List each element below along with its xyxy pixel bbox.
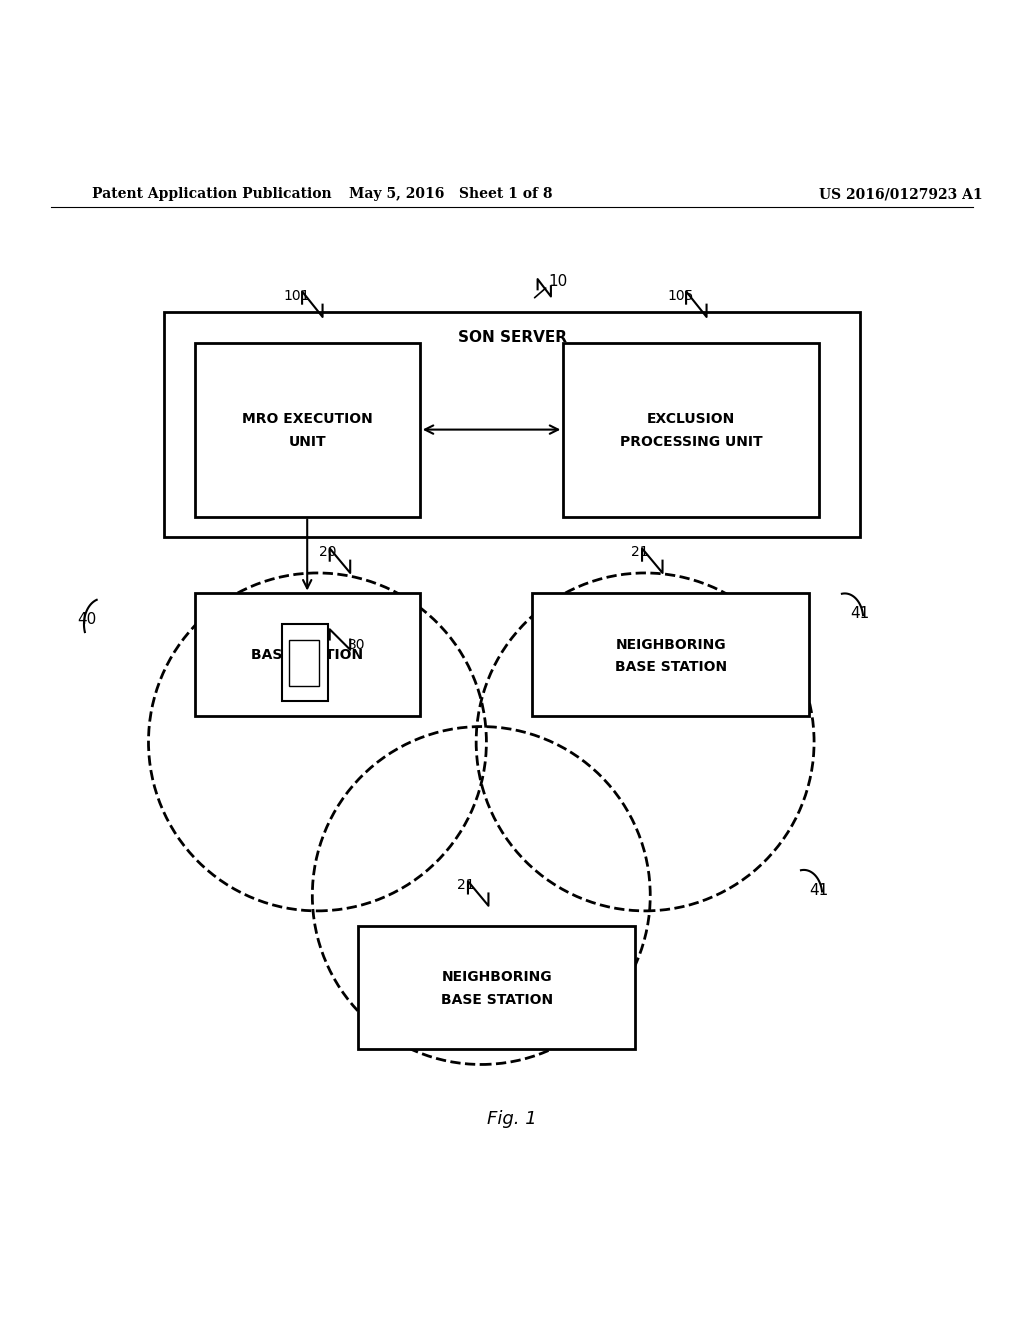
- Text: US 2016/0127923 A1: US 2016/0127923 A1: [819, 187, 983, 201]
- Text: BASE STATION: BASE STATION: [614, 660, 727, 675]
- FancyBboxPatch shape: [532, 594, 809, 717]
- Text: 21: 21: [631, 545, 649, 560]
- Text: Patent Application Publication: Patent Application Publication: [92, 187, 332, 201]
- FancyBboxPatch shape: [195, 343, 420, 516]
- Text: MRO EXECUTION: MRO EXECUTION: [242, 412, 373, 426]
- Text: 30: 30: [348, 638, 366, 652]
- Text: 40: 40: [78, 611, 96, 627]
- FancyBboxPatch shape: [164, 312, 860, 537]
- FancyBboxPatch shape: [289, 639, 319, 685]
- Text: UNIT: UNIT: [289, 434, 326, 449]
- Text: 101: 101: [284, 289, 310, 304]
- Text: NEIGHBORING: NEIGHBORING: [441, 970, 552, 985]
- Text: PROCESSING UNIT: PROCESSING UNIT: [620, 434, 763, 449]
- Text: SON SERVER: SON SERVER: [458, 330, 566, 346]
- Text: BASE STATION: BASE STATION: [440, 993, 553, 1007]
- FancyBboxPatch shape: [282, 624, 328, 701]
- FancyBboxPatch shape: [563, 343, 819, 516]
- Text: Fig. 1: Fig. 1: [487, 1110, 537, 1127]
- Text: 10: 10: [549, 273, 567, 289]
- Text: 41: 41: [810, 883, 828, 898]
- Text: NEIGHBORING: NEIGHBORING: [615, 638, 726, 652]
- Text: BASE STATION: BASE STATION: [251, 648, 364, 661]
- Text: 21: 21: [457, 878, 475, 892]
- FancyBboxPatch shape: [358, 927, 635, 1049]
- Text: 20: 20: [318, 545, 337, 560]
- Text: May 5, 2016   Sheet 1 of 8: May 5, 2016 Sheet 1 of 8: [349, 187, 552, 201]
- FancyBboxPatch shape: [195, 594, 420, 717]
- Text: 105: 105: [668, 289, 694, 304]
- Text: EXCLUSION: EXCLUSION: [647, 412, 735, 426]
- Text: 41: 41: [851, 606, 869, 622]
